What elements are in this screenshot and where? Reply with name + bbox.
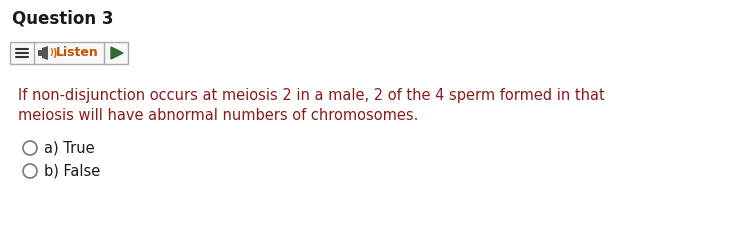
Text: b) False: b) False — [44, 164, 100, 179]
Text: ): ) — [52, 48, 56, 58]
Polygon shape — [111, 47, 123, 59]
Text: Listen: Listen — [56, 46, 99, 60]
FancyBboxPatch shape — [38, 50, 42, 56]
Polygon shape — [42, 46, 48, 60]
FancyBboxPatch shape — [10, 42, 128, 64]
Text: ): ) — [49, 49, 53, 58]
Text: If non-disjunction occurs at meiosis 2 in a male, 2 of the 4 sperm formed in tha: If non-disjunction occurs at meiosis 2 i… — [18, 88, 605, 103]
Text: Question 3: Question 3 — [12, 10, 113, 28]
Text: a) True: a) True — [44, 140, 94, 156]
Text: meiosis will have abnormal numbers of chromosomes.: meiosis will have abnormal numbers of ch… — [18, 108, 418, 123]
